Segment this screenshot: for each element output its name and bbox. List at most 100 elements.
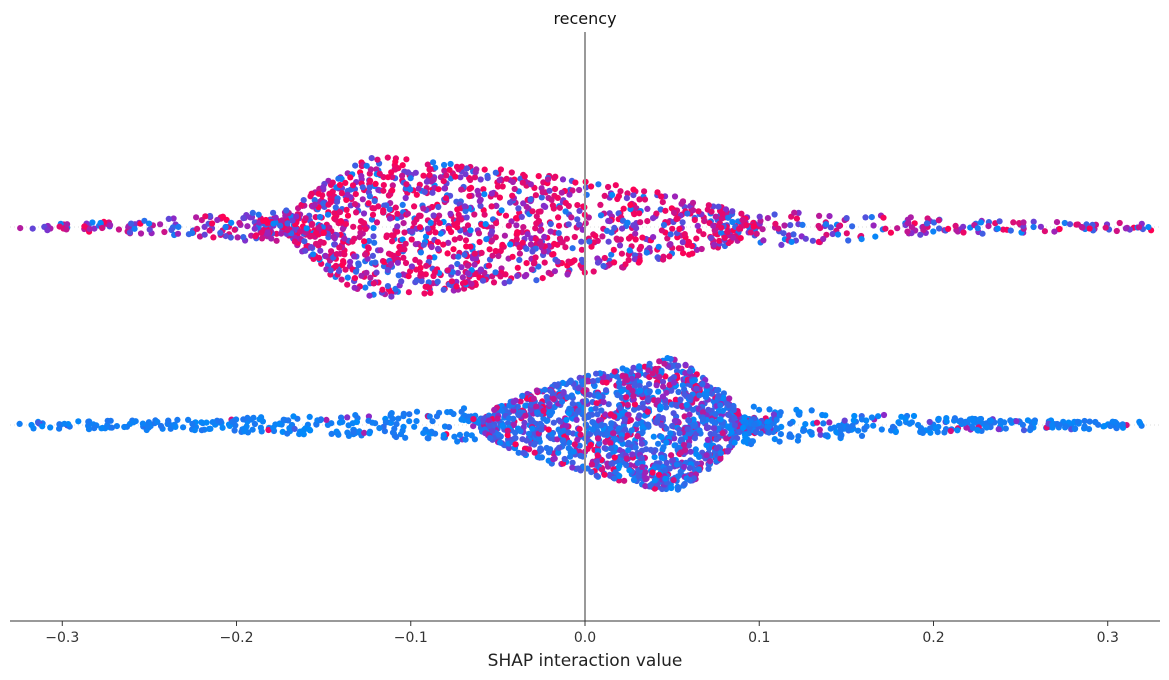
shap-point	[462, 171, 469, 178]
shap-point	[504, 427, 511, 434]
shap-point	[569, 400, 576, 407]
shap-point	[447, 210, 454, 217]
shap-point	[725, 214, 732, 221]
shap-point	[753, 230, 760, 237]
dots-layer	[16, 154, 1155, 493]
shap-point	[494, 415, 501, 422]
shap-point	[454, 220, 461, 227]
shap-point	[265, 426, 272, 434]
shap-point	[703, 442, 710, 449]
shap-point	[576, 426, 583, 433]
shap-point	[168, 226, 175, 234]
shap-point	[217, 229, 224, 236]
shap-point	[588, 461, 596, 468]
shap-point	[695, 466, 703, 473]
shap-point	[126, 229, 133, 236]
shap-point	[497, 439, 504, 446]
shap-point	[647, 446, 655, 453]
shap-point	[449, 269, 456, 276]
shap-point	[492, 169, 499, 176]
shap-point	[432, 229, 439, 236]
shap-point	[91, 425, 98, 432]
shap-point	[657, 206, 664, 213]
shap-point	[822, 432, 829, 439]
shap-point	[586, 431, 594, 438]
shap-point	[353, 418, 360, 426]
shap-point	[608, 445, 615, 452]
shap-point	[850, 417, 857, 424]
shap-point	[644, 421, 651, 428]
shap-point	[781, 222, 788, 229]
shap-point	[458, 186, 465, 193]
shap-point	[827, 224, 834, 231]
shap-point	[512, 441, 519, 448]
shap-point	[240, 215, 247, 222]
shap-point	[616, 462, 623, 469]
shap-point	[644, 218, 651, 225]
shap-point	[595, 417, 603, 424]
shap-point	[837, 433, 844, 440]
shap-point	[635, 473, 643, 480]
shap-point	[128, 220, 135, 227]
shap-point	[355, 260, 362, 267]
shap-point	[453, 283, 460, 290]
shap-point	[393, 421, 400, 428]
shap-point	[654, 189, 661, 196]
shap-point	[278, 217, 286, 224]
shap-point	[724, 447, 732, 455]
shap-point	[427, 219, 434, 226]
shap-point	[548, 409, 556, 416]
shap-point	[488, 228, 496, 235]
shap-point	[660, 383, 667, 390]
shap-point	[655, 397, 662, 404]
shap-point	[366, 184, 373, 191]
shap-point	[394, 259, 401, 266]
shap-point	[394, 210, 401, 217]
shap-point	[843, 215, 850, 222]
shap-point	[398, 278, 405, 285]
shap-point	[270, 209, 277, 216]
shap-point	[511, 185, 518, 193]
shap-point	[578, 246, 586, 253]
shap-point	[338, 190, 345, 197]
shap-point	[849, 422, 856, 429]
shap-point	[453, 163, 461, 170]
shap-point	[463, 431, 470, 438]
shap-point	[584, 377, 591, 384]
shap-point	[726, 395, 733, 402]
shap-point	[688, 243, 696, 250]
shap-point	[441, 185, 448, 192]
shap-point	[538, 194, 545, 201]
shap-point	[408, 236, 415, 243]
shap-point	[311, 197, 318, 204]
shap-point	[625, 384, 633, 391]
shap-point	[532, 225, 539, 232]
shap-point	[764, 215, 772, 222]
shap-point	[429, 189, 436, 196]
shap-point	[402, 259, 410, 267]
shap-point	[611, 413, 618, 420]
shap-point	[896, 420, 903, 427]
shap-point	[379, 286, 386, 293]
shap-point	[516, 244, 523, 251]
shap-point	[689, 199, 697, 206]
shap-point	[390, 232, 397, 239]
shap-point	[399, 172, 406, 179]
shap-point	[35, 419, 42, 426]
shap-point	[659, 415, 666, 422]
shap-point	[366, 430, 373, 437]
shap-point	[686, 476, 693, 483]
shap-point	[196, 233, 204, 240]
shap-point	[880, 214, 887, 221]
shap-point	[403, 181, 410, 188]
shap-point	[451, 433, 458, 440]
shap-point	[377, 247, 384, 254]
shap-point	[614, 236, 621, 243]
shap-point	[675, 388, 682, 396]
shap-point	[189, 420, 196, 427]
shap-point	[681, 386, 688, 393]
shap-point	[300, 197, 307, 204]
shap-point	[616, 379, 623, 386]
shap-point	[426, 172, 433, 179]
shap-point	[362, 225, 369, 232]
